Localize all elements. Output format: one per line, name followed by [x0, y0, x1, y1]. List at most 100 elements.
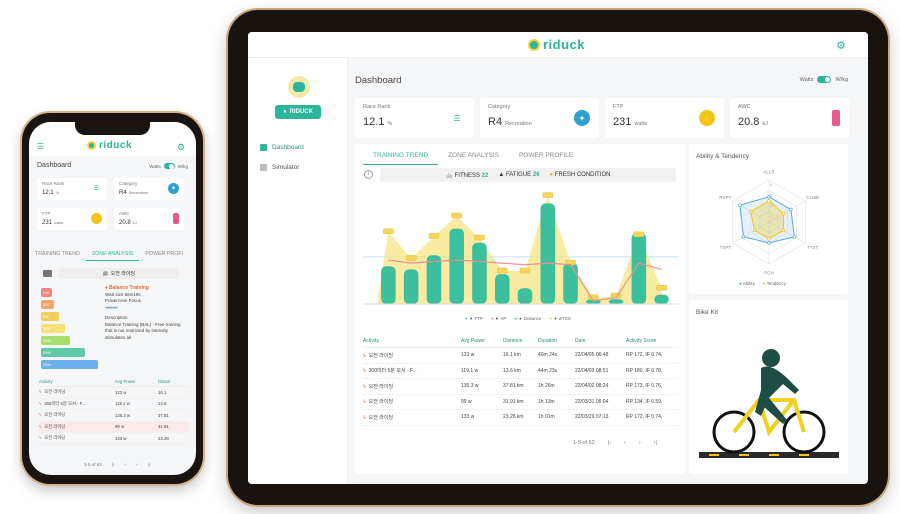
- last-page-icon[interactable]: ›|: [147, 462, 151, 467]
- tendency-dot-icon: ●: [762, 281, 766, 286]
- cell-text: 오전 라이딩: [368, 399, 394, 406]
- table-cell: 99 w: [115, 424, 158, 429]
- prev-page-icon[interactable]: ‹: [124, 462, 126, 467]
- gear-icon[interactable]: ⚙: [177, 142, 186, 152]
- col-distance[interactable]: Distan: [158, 379, 171, 384]
- avatar[interactable]: [288, 76, 310, 98]
- cell-text: 31.91: [158, 424, 169, 430]
- distance-bar[interactable]: [494, 274, 510, 304]
- last-page-icon[interactable]: ›|: [653, 440, 657, 446]
- col-avg-power[interactable]: Avg Power: [461, 337, 486, 344]
- category-icon: ✦: [574, 110, 590, 126]
- table-cell: 1h 13m: [538, 399, 575, 405]
- table-cell: 23.28 km: [503, 414, 538, 420]
- gear-icon[interactable]: ⚙: [836, 40, 846, 52]
- ability-series-point[interactable]: [792, 234, 797, 239]
- tendency-series-point[interactable]: [767, 199, 771, 203]
- ability-series-point[interactable]: [741, 234, 746, 239]
- tab-training-trend[interactable]: TRAINING TREND: [35, 251, 80, 257]
- distance-bar[interactable]: [472, 242, 487, 304]
- distance-bar[interactable]: [381, 266, 396, 304]
- stat-value: R4 Recreation: [119, 190, 148, 196]
- table-row[interactable]: ϟ 오전 라이딩 123 w 16.1: [39, 387, 189, 399]
- riduck-logo[interactable]: riduck: [528, 37, 585, 52]
- zone-bar[interactable]: 15%: [41, 336, 70, 345]
- table-row[interactable]: ϟ 오전 라이딩 99 w 31.91: [39, 421, 189, 433]
- table-row[interactable]: ϟ 오전 라이딩 135.3 w 37.81 km 1h 26m 22/04/02 08:…: [363, 379, 679, 395]
- zone-bar[interactable]: 0%: [41, 288, 52, 297]
- radar-axis-label: RSPT: [719, 195, 731, 200]
- zone-bar[interactable]: 5%: [41, 312, 59, 321]
- table-row[interactable]: ϟ 300미터 5분 모서 - F... 119.1 w 13.6: [39, 399, 189, 410]
- table-cell: RP 173, IF 0.76,: [626, 383, 679, 389]
- distance-bar[interactable]: [426, 255, 442, 304]
- table-row[interactable]: ϟ 오전 라이딩 123 w 16.1 km 40m 24s 22/04/05 06:48…: [363, 348, 679, 364]
- zone-bar[interactable]: 39%: [41, 360, 98, 369]
- prev-page-icon[interactable]: ‹: [623, 440, 626, 446]
- unit-toggle[interactable]: Watts W/kg: [149, 163, 188, 169]
- activity-chip[interactable]: ▤ 오전 라이딩: [59, 268, 179, 279]
- col-activity[interactable]: Activity: [363, 337, 379, 344]
- table-row[interactable]: ϟ 오전 라이딩 133 w 23.28: [39, 433, 189, 445]
- tab-power-profile[interactable]: POWER PROFILE: [518, 152, 574, 159]
- ability-series-point[interactable]: [767, 195, 771, 199]
- distance-bar[interactable]: [654, 294, 669, 304]
- menu-icon[interactable]: ☰: [37, 142, 45, 151]
- table-cell: 16.1 km: [503, 352, 538, 358]
- distance-bar[interactable]: [517, 288, 533, 304]
- table-row[interactable]: ϟ 300미터 5분 모서 - F... 119.1 w 13.6 km 44m 23s…: [363, 364, 679, 379]
- user-button[interactable]: ● RIDUCK: [275, 105, 321, 119]
- ability-series-point[interactable]: [738, 203, 742, 207]
- next-page-icon[interactable]: ›: [638, 440, 641, 446]
- tab-power-profile[interactable]: POWER PROFI: [145, 251, 184, 257]
- table-cell: ϟ 오전 라이딩: [39, 435, 115, 441]
- zone-desc-label: Description: [105, 315, 128, 320]
- activity-table: Activity Avg Power Distance Duration Dat…: [363, 334, 679, 426]
- first-page-icon[interactable]: |‹: [111, 462, 115, 467]
- ability-series-point[interactable]: [767, 241, 771, 245]
- tab-training-trend[interactable]: TRAINING TREND: [363, 148, 439, 165]
- sidebar-item-dashboard[interactable]: Dashboard: [260, 144, 304, 151]
- distance-bar[interactable]: [540, 203, 556, 304]
- distance-bar[interactable]: [631, 233, 647, 304]
- sidebar-item-simulator[interactable]: Simulator: [260, 164, 299, 171]
- unit-switch[interactable]: [163, 163, 175, 169]
- riduck-logo[interactable]: riduck: [87, 140, 132, 151]
- unit-switch[interactable]: [817, 76, 832, 83]
- info-icon[interactable]: i: [364, 170, 373, 179]
- tendency-series-point[interactable]: [752, 228, 757, 233]
- tendency-series-point[interactable]: [781, 211, 786, 216]
- activity-bolt-icon: ϟ: [39, 400, 42, 406]
- distance-bar[interactable]: [608, 299, 624, 304]
- tab-zone-analysis[interactable]: ZONE ANALYSIS: [85, 248, 140, 261]
- tendency-series-point[interactable]: [749, 209, 753, 214]
- back-icon[interactable]: [43, 270, 52, 277]
- col-distance[interactable]: Distance: [503, 337, 523, 344]
- tab-zone-analysis[interactable]: ZONE ANALYSIS: [448, 152, 499, 159]
- cell-text: 133 w: [461, 414, 475, 421]
- col-date[interactable]: Date: [575, 337, 586, 344]
- distance-bar[interactable]: [563, 263, 578, 304]
- zone-bar[interactable]: 1%: [41, 300, 54, 309]
- tendency-series-point[interactable]: [767, 237, 771, 241]
- col-avg-power[interactable]: Avg Power: [115, 379, 136, 384]
- next-page-icon[interactable]: ›: [135, 462, 138, 467]
- cell-text: 31.91 km: [503, 398, 524, 405]
- table-row[interactable]: ϟ 오전 라이딩 99 w 31.91 km 1h 13m 22/03/31 06:04 R…: [363, 395, 679, 410]
- legend-label: Tendency: [766, 281, 786, 286]
- col-duration[interactable]: Duration: [538, 337, 557, 344]
- col-activity-score[interactable]: Activity Score: [626, 337, 657, 344]
- col-activity[interactable]: Activity: [39, 379, 53, 384]
- ability-series-point[interactable]: [789, 207, 793, 212]
- distance-bar[interactable]: [403, 269, 419, 304]
- table-row[interactable]: ϟ 오전 라이딩 133 w 23.28 km 1h 01m 22/03/29 07:13…: [363, 410, 679, 426]
- first-page-icon[interactable]: |‹: [607, 440, 611, 446]
- table-row[interactable]: ϟ 오전 라이딩 135.3 w 37.81: [39, 410, 189, 422]
- tendency-series-point[interactable]: [781, 228, 786, 233]
- tablet-screen: riduck ⚙ ● RIDUCK Dashboard Simulator: [248, 32, 868, 484]
- unit-toggle[interactable]: Watts W/kg: [800, 76, 848, 83]
- table-cell: 22/04/02 08:24: [575, 383, 626, 389]
- zone-bar[interactable]: 29%: [41, 348, 85, 357]
- distance-bar[interactable]: [449, 228, 464, 304]
- zone-bar[interactable]: 11%: [41, 324, 65, 333]
